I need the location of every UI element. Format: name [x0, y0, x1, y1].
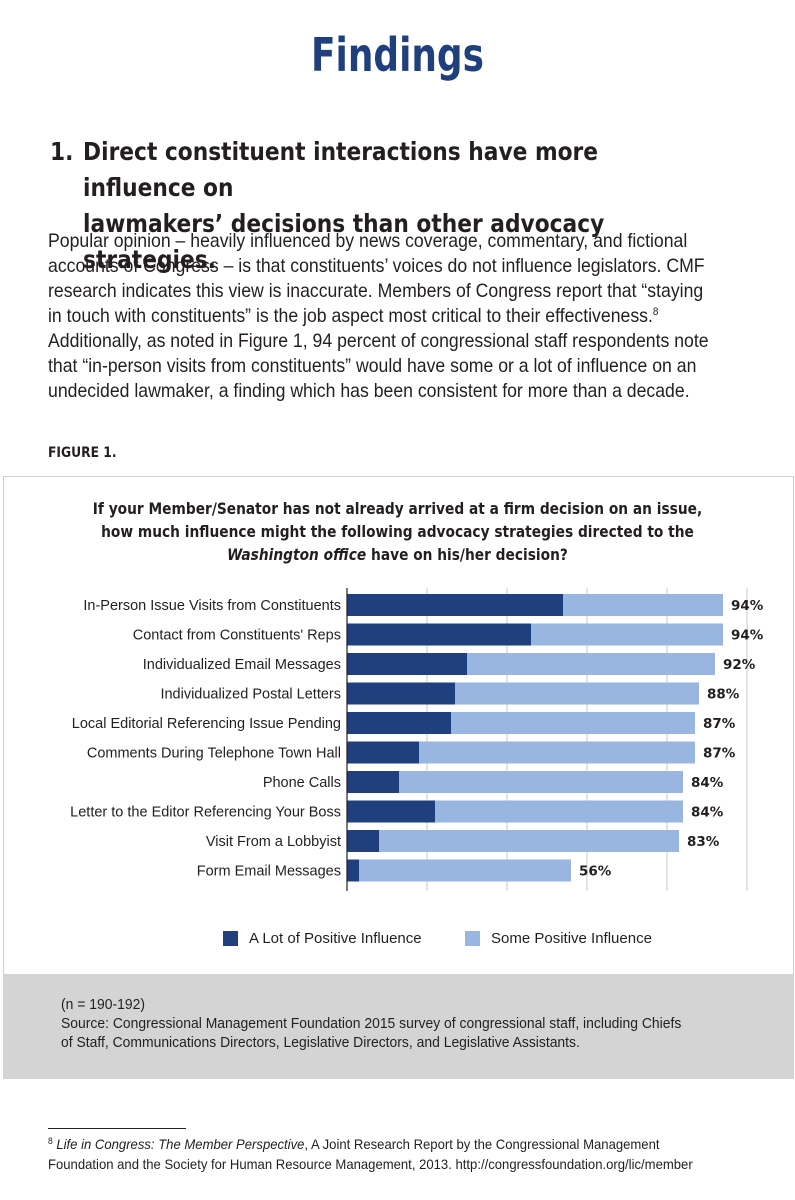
total-percent-label: 87% — [703, 746, 736, 762]
chart-title: If your Member/Senator has not already a… — [0, 497, 795, 566]
footnote-marker: 8 — [48, 1136, 53, 1146]
footnote-divider — [48, 1128, 186, 1129]
total-percent-label: 87% — [703, 716, 736, 732]
footnote-line-2: Foundation and the Society for Human Res… — [48, 1156, 693, 1172]
chart-title-line-3: Washington office have on his/her decisi… — [56, 543, 740, 566]
category-label: Visit From a Lobbyist — [206, 834, 341, 850]
sample-size: (n = 190-192) — [61, 997, 145, 1013]
bar-segment-a-lot — [347, 859, 359, 882]
bar-segment-a-lot — [347, 830, 379, 852]
category-label: In-Person Issue Visits from Constituents — [83, 598, 341, 614]
legend-item-some: Some Positive Influence — [465, 930, 652, 947]
bar-segment-a-lot — [347, 623, 531, 646]
figure-label: FIGURE 1. — [48, 445, 117, 461]
intro-line: accounts of Congress – is that constitue… — [48, 255, 705, 277]
bar-segment-some — [563, 594, 723, 616]
intro-paragraph: Popular opinion – heavily influenced by … — [48, 229, 754, 404]
finding-number: 1. — [50, 137, 74, 166]
bar-segment-some — [419, 741, 695, 764]
bar-chart: In-Person Issue Visits from Constituents… — [70, 588, 764, 891]
legend-swatch-a-lot — [223, 931, 238, 946]
category-label: Letter to the Editor Referencing Your Bo… — [70, 805, 341, 821]
legend-label-a-lot: A Lot of Positive Influence — [249, 930, 422, 947]
total-percent-label: 83% — [687, 834, 720, 850]
bar-segment-a-lot — [347, 712, 451, 734]
bar-segment-a-lot — [347, 741, 419, 764]
intro-line-text: in touch with constituents” is the job a… — [48, 305, 653, 327]
category-label: Contact from Constituents' Reps — [133, 628, 341, 644]
total-percent-label: 94% — [731, 598, 764, 614]
bar-segment-some — [531, 623, 723, 646]
total-percent-label: 88% — [707, 687, 740, 703]
bar-segment-some — [435, 800, 683, 823]
bar-segment-some — [467, 653, 715, 675]
legend-swatch-some — [465, 931, 480, 946]
chart-title-emphasis: Washington office — [227, 545, 367, 564]
chart-title-line-3-rest: have on his/her decision? — [366, 545, 568, 564]
intro-line: Additionally, as noted in Figure 1, 94 p… — [48, 330, 709, 352]
total-percent-label: 92% — [723, 657, 756, 673]
footnote-line-1-rest: , A Joint Research Report by the Congres… — [304, 1136, 660, 1152]
intro-line: Popular opinion – heavily influenced by … — [48, 230, 688, 252]
chart-title-line-1: If your Member/Senator has not already a… — [92, 499, 703, 518]
category-label: Phone Calls — [263, 775, 341, 791]
bar-segment-a-lot — [347, 800, 435, 823]
intro-line: in touch with constituents” is the job a… — [48, 304, 754, 329]
total-percent-label: 94% — [731, 628, 764, 644]
bar-segment-some — [451, 712, 695, 734]
category-label: Comments During Telephone Town Hall — [87, 746, 341, 762]
source-box: (n = 190-192) Source: Congressional Mana… — [3, 974, 794, 1079]
bar-segment-some — [379, 830, 679, 852]
legend-label-some: Some Positive Influence — [491, 930, 652, 947]
total-percent-label: 84% — [691, 775, 724, 791]
bar-segment-a-lot — [347, 653, 467, 675]
page-title: Findings — [311, 28, 484, 82]
intro-line: undecided lawmaker, a finding which has … — [48, 380, 690, 402]
legend-item-a-lot: A Lot of Positive Influence — [223, 930, 422, 947]
category-label: Individualized Postal Letters — [160, 687, 341, 703]
footnote: 8 Life in Congress: The Member Perspecti… — [48, 1134, 759, 1174]
bar-segment-some — [399, 771, 683, 793]
category-label: Form Email Messages — [197, 864, 341, 880]
footnote-line-1: 8 Life in Congress: The Member Perspecti… — [48, 1134, 759, 1154]
finding-heading: 1. Direct constituent interactions have … — [50, 134, 676, 278]
source-line-1: Source: Congressional Management Foundat… — [61, 1016, 682, 1032]
chart-title-line-2: how much influence might the following a… — [101, 522, 694, 541]
bar-segment-some — [359, 859, 571, 882]
category-label: Individualized Email Messages — [143, 657, 341, 673]
source-line-2: of Staff, Communications Directors, Legi… — [61, 1035, 580, 1051]
bar-segment-a-lot — [347, 771, 399, 793]
total-percent-label: 84% — [691, 805, 724, 821]
bar-segment-a-lot — [347, 682, 455, 705]
finding-heading-line-1: Direct constituent interactions have mor… — [83, 137, 599, 202]
intro-line: research indicates this view is inaccura… — [48, 280, 704, 302]
source-text: (n = 190-192) Source: Congressional Mana… — [61, 996, 771, 1053]
category-label: Local Editorial Referencing Issue Pendin… — [72, 716, 341, 732]
bar-segment-some — [455, 682, 699, 705]
intro-line: that “in-person visits from constituents… — [48, 355, 697, 377]
footnote-title: Life in Congress: The Member Perspective — [56, 1136, 305, 1152]
total-percent-label: 56% — [579, 864, 612, 880]
finding-heading-line-2: lawmakers’ decisions than other advocacy… — [83, 209, 605, 274]
chart-legend: A Lot of Positive Influence Some Positiv… — [0, 930, 795, 952]
bar-segment-a-lot — [347, 594, 563, 616]
footnote-reference: 8 — [652, 306, 659, 318]
